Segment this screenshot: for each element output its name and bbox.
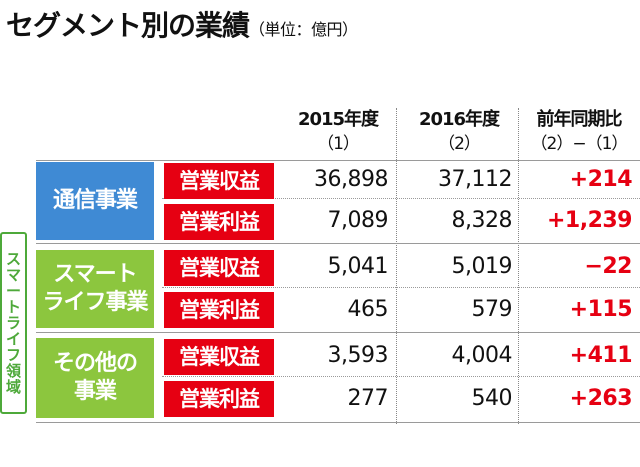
row-divider: [162, 198, 640, 199]
side-label-char: ラ: [5, 314, 21, 332]
row-label-revenue: 営業収益: [164, 339, 274, 375]
smart-life-domain-label: ス マ ー ト ラ イ フ 領 域: [0, 232, 27, 414]
group-name-line: ライフ事業: [42, 290, 148, 315]
side-label-char: 領: [5, 362, 21, 380]
value-diff: +263: [569, 386, 633, 411]
group-name-line: スマート: [53, 262, 137, 287]
table-rule: [36, 160, 640, 161]
table-rule: [36, 422, 640, 423]
row-label-profit: 営業利益: [164, 204, 274, 240]
page-title: セグメント別の業績（単位：億円）: [6, 4, 358, 44]
group-telecom: 通信事業: [36, 162, 154, 240]
side-label-char: ー: [5, 282, 21, 300]
group-name-line: 事業: [73, 379, 117, 404]
value-2015: 277: [347, 386, 389, 411]
value-diff: +214: [569, 167, 633, 192]
column-header-label: 2015年度: [297, 109, 379, 130]
value-diff: −22: [584, 254, 632, 279]
column-separator: [518, 108, 519, 424]
row-label-profit: 営業利益: [164, 381, 274, 417]
side-label-char: フ: [5, 346, 21, 364]
side-label-char: ト: [5, 298, 21, 316]
value-2015: 5,041: [327, 254, 389, 279]
side-label-char: マ: [5, 266, 21, 284]
column-header-diff: 前年同期比 （2）−（1）: [518, 108, 640, 160]
row-label-revenue: 営業収益: [164, 250, 274, 286]
unit-note: （単位：億円）: [249, 20, 358, 39]
value-2016: 579: [471, 297, 513, 322]
value-2016: 5,019: [451, 254, 513, 279]
column-separator: [396, 108, 397, 424]
value-2016: 540: [471, 386, 513, 411]
value-2015: 7,089: [327, 208, 389, 233]
value-2015: 3,593: [327, 343, 389, 368]
group-name-line: その他の: [52, 351, 138, 376]
table-rule: [36, 332, 640, 333]
column-header-label: 前年同期比: [536, 109, 623, 130]
group-smart-life: スマート ライフ事業: [36, 250, 154, 328]
value-2015: 36,898: [314, 167, 388, 192]
side-label-char: イ: [5, 330, 21, 348]
value-diff: +115: [569, 297, 633, 322]
title-text: セグメント別の業績: [6, 9, 250, 42]
value-2016: 8,328: [451, 208, 513, 233]
row-divider: [162, 287, 640, 288]
value-diff: +1,239: [546, 208, 633, 233]
table-rule: [36, 243, 640, 244]
column-header-2015: 2015年度 （1）: [282, 108, 394, 160]
row-label-revenue: 営業収益: [164, 163, 274, 199]
group-name-line: 通信事業: [52, 188, 138, 213]
column-header-sub: （2）−（1）: [530, 134, 629, 154]
value-diff: +411: [569, 343, 633, 368]
group-other: その他の 事業: [36, 338, 154, 418]
side-label-char: 域: [5, 378, 21, 396]
column-header-sub: （2）: [438, 134, 481, 154]
row-label-profit: 営業利益: [164, 292, 274, 328]
value-2016: 37,112: [438, 167, 512, 192]
value-2015: 465: [347, 297, 389, 322]
value-2016: 4,004: [451, 343, 513, 368]
column-header-sub: （1）: [317, 134, 360, 154]
row-divider: [162, 376, 640, 377]
column-header-2016: 2016年度 （2）: [400, 108, 518, 160]
side-label-char: ス: [5, 250, 21, 268]
column-header-label: 2016年度: [418, 109, 500, 130]
